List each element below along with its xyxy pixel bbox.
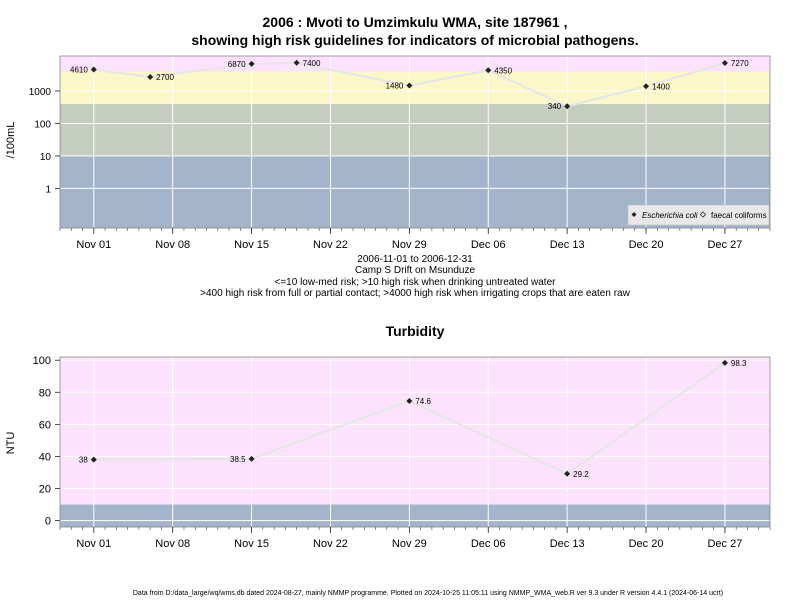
legend-box <box>627 204 770 226</box>
bottom-data-label: 74.6 <box>415 397 431 406</box>
top-x-tick-label-3: Nov 22 <box>313 239 348 251</box>
bottom-x-tick-label-1: Nov 08 <box>155 538 190 550</box>
note-contact-risk: >400 high risk from full or partial cont… <box>200 288 630 299</box>
top-data-point <box>90 66 97 73</box>
top-series: 4610 2700 6870 7400 1480 4350 340 1400 7270 <box>70 59 749 111</box>
bottom-data-point <box>721 359 728 366</box>
bottom-y-tick-label-2: 40 <box>39 451 51 463</box>
top-data-label: 7270 <box>731 59 749 68</box>
top-data-point <box>248 60 255 67</box>
bottom-x-tick-label-4: Nov 29 <box>392 538 427 550</box>
note-drinking-risk: <=10 low-med risk; >10 high risk when dr… <box>275 277 557 288</box>
top-data-label: 7400 <box>303 59 321 68</box>
note-date-range: 2006-11-01 to 2006-12-31 <box>357 254 473 265</box>
bottom-bands <box>60 357 770 527</box>
bottom-x-tick-label-2: Nov 15 <box>234 538 269 550</box>
top-data-label: 1400 <box>652 82 670 91</box>
top-x-tick-label-1: Nov 08 <box>155 239 190 251</box>
top-data-label: 2700 <box>156 73 174 82</box>
top-data-point <box>406 82 413 89</box>
bottom-x-tick-label-3: Nov 22 <box>313 538 348 550</box>
legend: Escherichia coli faecal coliforms <box>627 204 770 226</box>
turbidity-title: Turbidity <box>386 323 445 339</box>
bottom-y-tick-label-3: 60 <box>39 419 51 431</box>
top-data-label: 4610 <box>70 65 88 74</box>
top-data-label: 4350 <box>494 66 512 75</box>
top-x-tick-label-8: Dec 27 <box>707 239 742 251</box>
chart-title-line-1: 2006 : Mvoti to Umzimkulu WMA, site 1879… <box>263 14 568 30</box>
bottom-plot-frame <box>59 356 771 528</box>
legend-faecal-marker-icon <box>699 211 707 218</box>
top-data-label: 340 <box>548 102 562 111</box>
top-data-point <box>721 60 728 67</box>
top-x-tick-label-4: Nov 29 <box>392 239 427 251</box>
bottom-axes: Nov 01 Nov 08 Nov 15 Nov 22 Nov 29 Dec 06 Dec … <box>33 355 771 550</box>
top-y-tick-label-1: 10 <box>40 152 52 163</box>
top-x-tick-label-5: Dec 06 <box>471 239 506 251</box>
top-band-2 <box>60 71 770 104</box>
bottom-x-tick-label-6: Dec 13 <box>550 538 585 550</box>
top-plot-frame <box>59 55 771 229</box>
bottom-y-axis-label: NTU <box>5 432 17 455</box>
top-y-tick-label-3: 1000 <box>29 87 52 98</box>
bottom-y-tick-label-4: 80 <box>39 387 51 399</box>
top-data-point <box>485 67 492 74</box>
bottom-y-tick-label-1: 20 <box>39 484 51 496</box>
top-axes: Nov 01 Nov 08 Nov 15 Nov 22 Nov 29 Dec 06 Dec … <box>29 55 771 251</box>
top-y-tick-label-2: 100 <box>34 119 51 130</box>
bottom-grid <box>60 357 770 527</box>
chart-title-line-2: showing high risk guidelines for indicat… <box>191 32 638 48</box>
bottom-data-label: 29.2 <box>573 470 589 479</box>
bottom-band-0 <box>60 504 770 527</box>
top-data-label: 6870 <box>228 60 246 69</box>
bottom-data-point <box>248 455 255 462</box>
bottom-y-tick-label-5: 100 <box>33 355 51 367</box>
top-y-axis-label: /100mL <box>5 122 17 159</box>
legend-ecoli-label: Escherichia coli <box>642 211 698 220</box>
top-x-tick-label-6: Dec 13 <box>550 239 585 251</box>
bottom-data-point <box>406 397 413 404</box>
top-data-point <box>564 103 571 110</box>
top-band-1 <box>60 103 770 156</box>
top-risk-bands <box>60 56 770 228</box>
bottom-data-label: 38 <box>79 456 88 465</box>
bottom-x-tick-label-8: Dec 27 <box>707 538 742 550</box>
bottom-data-point <box>90 456 97 463</box>
bottom-x-tick-label-5: Dec 06 <box>471 538 506 550</box>
legend-ecoli-marker-icon <box>631 212 637 217</box>
bottom-data-label: 98.3 <box>731 359 747 368</box>
top-x-tick-label-7: Dec 20 <box>629 239 664 251</box>
top-band-3 <box>60 56 770 72</box>
top-grid <box>60 56 770 228</box>
top-x-tick-label-2: Nov 15 <box>234 239 269 251</box>
top-data-point <box>293 59 300 66</box>
bottom-x-tick-label-7: Dec 20 <box>629 538 664 550</box>
top-x-tick-label-0: Nov 01 <box>76 239 111 251</box>
top-data-point <box>643 83 650 90</box>
bottom-data-label: 38.5 <box>230 455 246 464</box>
bottom-y-tick-label-0: 0 <box>45 516 51 528</box>
bottom-series: 38 38.5 74.6 29.2 98.3 <box>79 359 747 479</box>
top-data-label: 1480 <box>386 81 404 90</box>
footer-source-note: Data from D:/data_large/wq/wms.db dated … <box>133 590 723 597</box>
note-site-name: Camp S Drift on Msunduze <box>355 265 475 276</box>
bottom-band-1 <box>60 357 770 505</box>
legend-faecal-label: faecal coliforms <box>711 211 767 220</box>
top-y-tick-label-0: 1 <box>45 184 51 195</box>
top-data-point <box>147 74 154 81</box>
bottom-x-tick-label-0: Nov 01 <box>76 538 111 550</box>
bottom-data-point <box>564 470 571 477</box>
